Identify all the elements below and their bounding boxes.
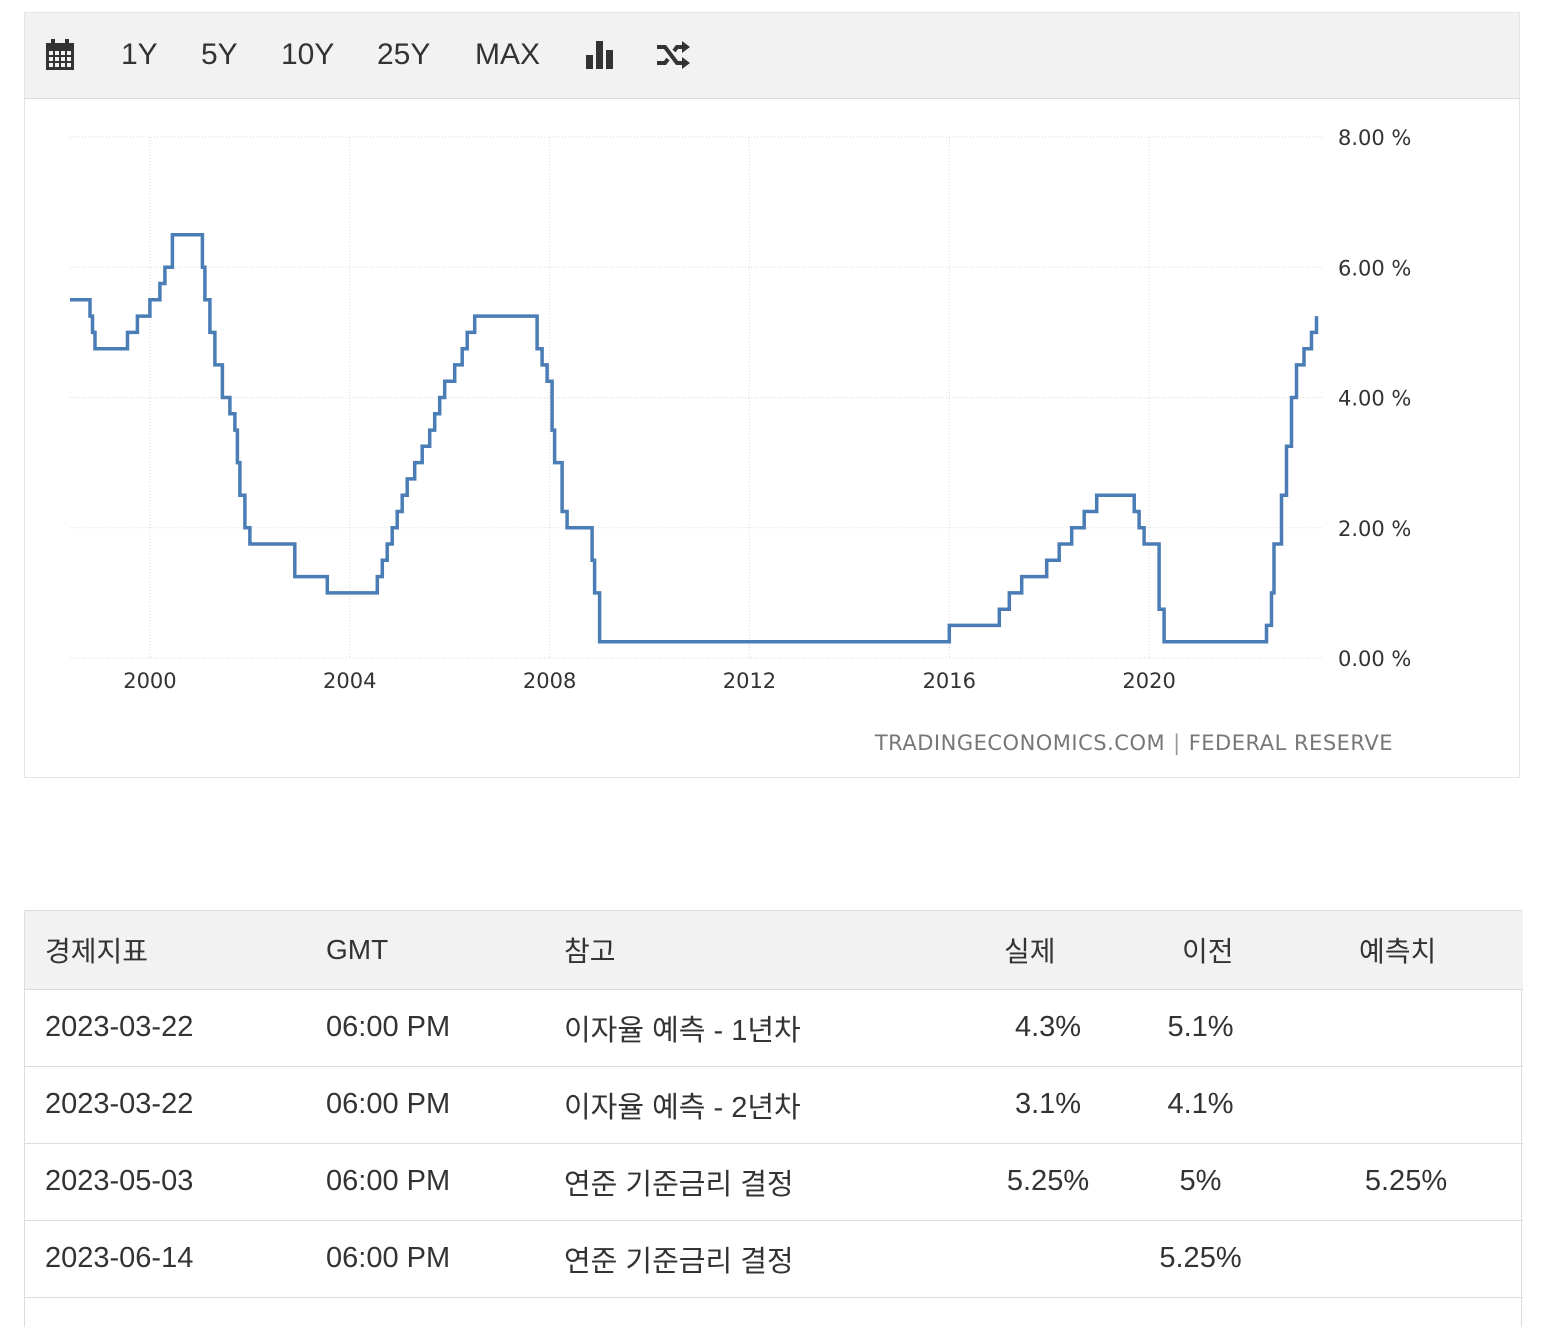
table-row: 2023-05-03 06:00 PM 연준 기준금리 결정 5.25% 5% …	[25, 1143, 1523, 1220]
y-tick-label: 6.00 %	[1338, 256, 1411, 280]
x-tick-label: 2020	[1122, 669, 1175, 693]
row-forecast	[1289, 989, 1523, 1066]
chart-toolbar: 1Y 5Y 10Y 25Y MAX	[25, 13, 1519, 99]
x-tick-label: 2016	[923, 669, 976, 693]
chart-panel: 1Y 5Y 10Y 25Y MAX TRADINGECONOMICS.COM | F…	[24, 12, 1520, 778]
row-date: 2023-03-22	[45, 1011, 194, 1043]
rate-chart-svg: 0.00 % 2.00 % 4.00 % 6.00 % 8.00 % 2000 2004 20…	[70, 126, 1411, 693]
header-reference: 참고	[564, 935, 616, 967]
partial-cell	[25, 1297, 1523, 1327]
shuffle-icon[interactable]	[655, 39, 690, 73]
x-tick-label: 2004	[323, 669, 376, 693]
row-date: 2023-06-14	[45, 1242, 194, 1274]
row-actual	[984, 1220, 1112, 1297]
range-1y-button[interactable]: 1Y	[121, 38, 158, 71]
range-25y-button[interactable]: 25Y	[377, 38, 431, 71]
row-date: 2023-03-22	[45, 1088, 194, 1120]
table-row: 2023-06-14 06:00 PM 연준 기준금리 결정 5.25%	[25, 1220, 1523, 1297]
range-max-button[interactable]: MAX	[475, 38, 541, 71]
row-time: 06:00 PM	[326, 1088, 451, 1120]
y-tick-label: 8.00 %	[1338, 126, 1411, 150]
y-tick-label: 0.00 %	[1338, 647, 1411, 671]
row-event[interactable]: 연준 기준금리 결정	[564, 1168, 794, 1201]
row-event[interactable]: 이자율 예측 - 2년차	[564, 1091, 801, 1124]
x-tick-label: 2008	[523, 669, 576, 693]
row-event[interactable]: 연준 기준금리 결정	[564, 1245, 794, 1278]
row-time: 06:00 PM	[326, 1011, 451, 1043]
credit-separator: |	[1173, 731, 1181, 755]
row-previous: 5%	[1179, 1165, 1222, 1197]
header-previous: 이전	[1182, 935, 1234, 967]
chart-credit: TRADINGECONOMICS.COM | FEDERAL RESERVE	[875, 731, 1393, 755]
table-row: 2023-03-22 06:00 PM 이자율 예측 - 2년차 3.1% 4.…	[25, 1066, 1523, 1143]
y-tick-label: 2.00 %	[1338, 517, 1411, 541]
range-5y-button[interactable]: 5Y	[201, 38, 238, 71]
row-forecast: 5.25%	[1364, 1165, 1448, 1197]
calendar-table: 경제지표 GMT 참고 실제 이전 예측치 2023-03-22 06:00 P…	[24, 910, 1523, 1327]
header-forecast: 예측치	[1359, 935, 1437, 967]
table-header-row: 경제지표 GMT 참고 실제 이전 예측치	[25, 911, 1523, 989]
row-previous: 5.1%	[1167, 1011, 1234, 1043]
row-event[interactable]: 이자율 예측 - 1년차	[564, 1014, 801, 1047]
row-time: 06:00 PM	[326, 1165, 451, 1197]
row-forecast	[1289, 1066, 1523, 1143]
credit-source-org[interactable]: FEDERAL RESERVE	[1188, 731, 1393, 755]
calendar-icon[interactable]	[45, 39, 79, 73]
row-actual: 5.25%	[1006, 1165, 1090, 1197]
bar-chart-icon[interactable]	[585, 39, 619, 73]
row-previous: 4.1%	[1167, 1088, 1234, 1120]
table-row-partial	[25, 1297, 1523, 1327]
row-actual: 3.1%	[1014, 1088, 1082, 1120]
row-previous: 5.25%	[1159, 1242, 1242, 1274]
row-time: 06:00 PM	[326, 1242, 451, 1274]
row-forecast	[1289, 1220, 1523, 1297]
series-line	[70, 232, 1319, 644]
y-tick-label: 4.00 %	[1338, 387, 1411, 411]
x-tick-label: 2012	[723, 669, 776, 693]
chart-area: 0.00 % 2.00 % 4.00 % 6.00 % 8.00 % 2000 2004 20…	[24, 12, 1520, 778]
table-row: 2023-03-22 06:00 PM 이자율 예측 - 1년차 4.3% 5.…	[25, 989, 1523, 1066]
x-tick-label: 2000	[123, 669, 176, 693]
credit-source-site[interactable]: TRADINGECONOMICS.COM	[874, 731, 1166, 755]
header-indicator: 경제지표	[45, 935, 149, 967]
row-actual: 4.3%	[1014, 1011, 1082, 1043]
range-10y-button[interactable]: 10Y	[281, 38, 335, 71]
row-date: 2023-05-03	[45, 1165, 194, 1197]
header-actual: 실제	[1004, 935, 1056, 967]
header-gmt: GMT	[326, 933, 389, 965]
